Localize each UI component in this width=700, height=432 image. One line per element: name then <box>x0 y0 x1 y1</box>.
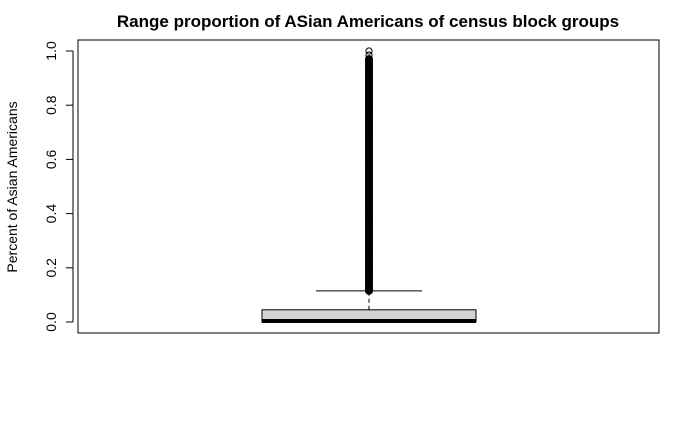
plot-frame <box>77 39 660 334</box>
outlier-point <box>365 47 373 55</box>
y-tick-label: 1.0 <box>43 41 59 61</box>
boxplot <box>261 47 477 323</box>
outlier-point <box>364 55 373 64</box>
outliers <box>364 47 373 295</box>
chart-title: Range proportion of ASian Americans of c… <box>117 12 619 31</box>
y-tick-label: 0.8 <box>43 95 59 115</box>
y-axis: 0.0 0.2 0.4 0.6 0.8 1.0 <box>43 41 74 332</box>
y-tick-label: 0.6 <box>43 149 59 169</box>
outlier-point <box>365 51 373 59</box>
y-axis-label: Percent of Asian Americans <box>4 101 20 272</box>
y-tick-label: 0.2 <box>43 258 59 278</box>
y-ticks: 0.0 0.2 0.4 0.6 0.8 1.0 <box>43 41 73 332</box>
y-tick-label: 0.4 <box>43 204 59 224</box>
y-tick-label: 0.0 <box>43 312 59 332</box>
